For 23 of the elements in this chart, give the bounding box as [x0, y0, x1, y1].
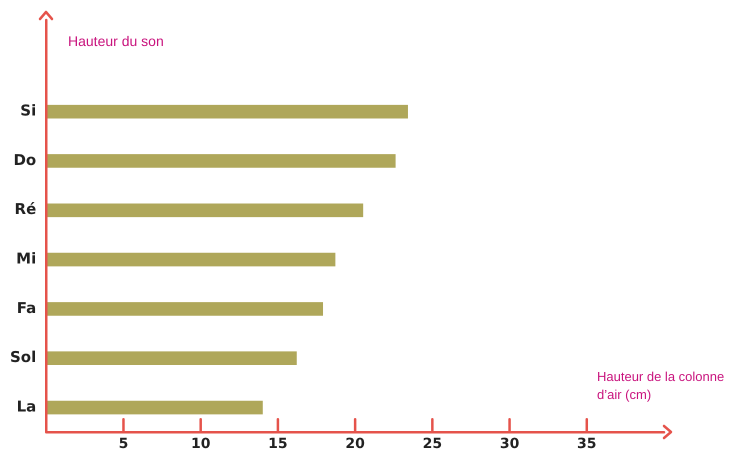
bar — [46, 351, 297, 366]
x-tick-label: 30 — [500, 436, 520, 452]
y-axis-title: Hauteur du son — [68, 32, 164, 50]
x-tick-label: 10 — [190, 436, 211, 452]
bar — [46, 203, 364, 218]
y-tick-label: La — [16, 397, 36, 416]
y-tick-label: Sol — [10, 348, 36, 366]
y-tick-label: Fa — [16, 298, 36, 317]
x-tick-label: 5 — [118, 436, 128, 452]
bar — [46, 252, 336, 266]
bar — [46, 400, 263, 414]
bar — [46, 154, 396, 168]
x-tick-label: 35 — [577, 436, 597, 452]
x-tick-label: 15 — [268, 436, 288, 452]
y-tick-label: Ré — [14, 200, 36, 218]
y-tick-label: Mi — [16, 249, 36, 268]
y-tick-label: Si — [20, 102, 36, 120]
x-tick-label: 20 — [345, 436, 366, 452]
x-tick-label: 25 — [422, 436, 442, 452]
bar — [46, 104, 408, 118]
bar — [46, 302, 324, 316]
y-tick-label: Do — [13, 150, 36, 169]
x-axis-title: Hauteur de la colonne d’air (cm) — [597, 368, 726, 404]
